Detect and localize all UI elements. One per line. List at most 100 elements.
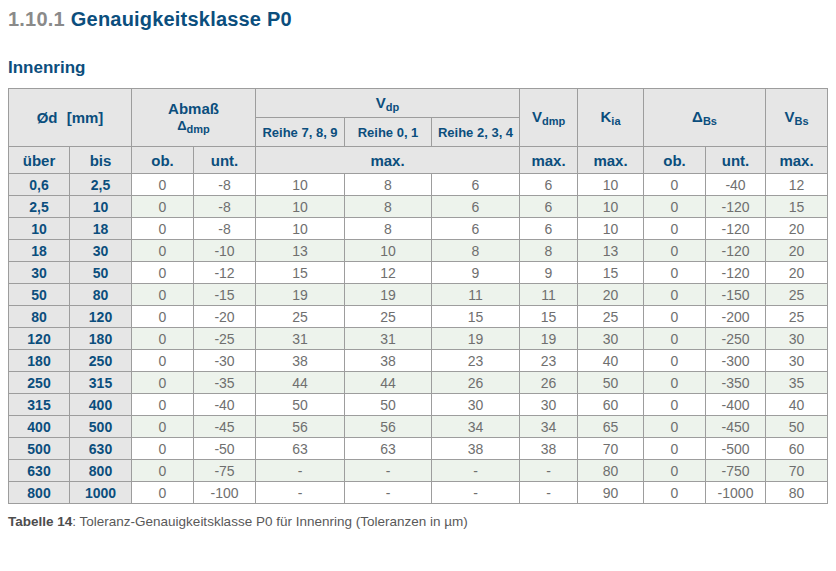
value-cell: 56 xyxy=(345,416,432,438)
subheader-max-vbs: max. xyxy=(766,147,828,174)
dimension-cell: 0,6 xyxy=(8,174,70,196)
value-cell: 0 xyxy=(132,438,194,460)
value-cell: 15 xyxy=(256,262,345,284)
value-cell: 50 xyxy=(766,416,828,438)
value-cell: 13 xyxy=(578,240,644,262)
value-cell: 30 xyxy=(766,350,828,372)
dimension-cell: 180 xyxy=(8,350,70,372)
value-cell: 19 xyxy=(432,328,520,350)
table-row: 3154000-4050503030600-40040 xyxy=(8,394,828,416)
value-cell: 0 xyxy=(132,196,194,218)
table-row: 1201800-2531311919300-25030 xyxy=(8,328,828,350)
value-cell: 25 xyxy=(766,284,828,306)
header-subhead-row: über bis ob. unt. max. max. max. ob. unt… xyxy=(8,147,828,174)
value-cell: -12 xyxy=(194,262,256,284)
value-cell: 38 xyxy=(432,438,520,460)
value-cell: 0 xyxy=(644,218,706,240)
subheader-unt-abmass: unt. xyxy=(194,147,256,174)
dimension-cell: 120 xyxy=(8,328,70,350)
value-cell: -20 xyxy=(194,306,256,328)
value-cell: 0 xyxy=(644,196,706,218)
value-cell: 10 xyxy=(256,196,345,218)
value-cell: 50 xyxy=(578,372,644,394)
dimension-cell: 18 xyxy=(8,240,70,262)
value-cell: 34 xyxy=(520,416,578,438)
value-cell: -400 xyxy=(706,394,766,416)
value-cell: 15 xyxy=(578,262,644,284)
value-cell: 0 xyxy=(644,372,706,394)
value-cell: 65 xyxy=(578,416,644,438)
value-cell: 31 xyxy=(256,328,345,350)
dimension-cell: 80 xyxy=(70,284,132,306)
value-cell: -450 xyxy=(706,416,766,438)
value-cell: 8 xyxy=(345,196,432,218)
value-cell: - xyxy=(520,460,578,482)
subheader-max-vdp: max. xyxy=(256,147,520,174)
value-cell: 6 xyxy=(432,174,520,196)
value-cell: 0 xyxy=(132,328,194,350)
value-cell: -1000 xyxy=(706,482,766,504)
value-cell: 38 xyxy=(345,350,432,372)
value-cell: 6 xyxy=(520,174,578,196)
value-cell: -45 xyxy=(194,416,256,438)
value-cell: 20 xyxy=(766,262,828,284)
value-cell: 60 xyxy=(766,438,828,460)
value-cell: 0 xyxy=(644,438,706,460)
col-header-reihe01: Reihe 0, 1 xyxy=(345,118,432,147)
value-cell: 11 xyxy=(432,284,520,306)
dimension-cell: 630 xyxy=(70,438,132,460)
table-row: 2503150-3544442626500-35035 xyxy=(8,372,828,394)
subheader-ob-dbs: ob. xyxy=(644,147,706,174)
table-row: 5006300-5063633838700-50060 xyxy=(8,438,828,460)
caption-label: Tabelle 14 xyxy=(8,514,72,529)
value-cell: 0 xyxy=(132,306,194,328)
value-cell: 13 xyxy=(256,240,345,262)
value-cell: -75 xyxy=(194,460,256,482)
caption-text: : Toleranz-Genauigkeitsklasse P0 für Inn… xyxy=(72,514,467,529)
dimension-cell: 50 xyxy=(8,284,70,306)
table-row: 80010000-100----900-100080 xyxy=(8,482,828,504)
dimension-cell: 18 xyxy=(70,218,132,240)
value-cell: 0 xyxy=(132,350,194,372)
value-cell: 56 xyxy=(256,416,345,438)
value-cell: 10 xyxy=(345,240,432,262)
table-row: 1802500-3038382323400-30030 xyxy=(8,350,828,372)
section-title: Genauigkeitsklasse P0 xyxy=(71,8,292,30)
value-cell: 0 xyxy=(132,174,194,196)
value-cell: -40 xyxy=(706,174,766,196)
value-cell: 70 xyxy=(578,438,644,460)
table-body: 0,62,50-810866100-40122,5100-810866100-1… xyxy=(8,174,828,504)
value-cell: 35 xyxy=(766,372,828,394)
table-row: 4005000-4556563434650-45050 xyxy=(8,416,828,438)
value-cell: 19 xyxy=(256,284,345,306)
table-caption: Tabelle 14: Toleranz-Genauigkeitsklasse … xyxy=(8,514,828,529)
value-cell: 70 xyxy=(766,460,828,482)
table-row: 50800-1519191111200-15025 xyxy=(8,284,828,306)
value-cell: 80 xyxy=(766,482,828,504)
value-cell: 10 xyxy=(578,218,644,240)
value-cell: 0 xyxy=(644,284,706,306)
value-cell: 0 xyxy=(132,482,194,504)
value-cell: 26 xyxy=(432,372,520,394)
value-cell: 0 xyxy=(644,416,706,438)
dimension-cell: 630 xyxy=(8,460,70,482)
value-cell: 12 xyxy=(345,262,432,284)
abmass-symbol: Δdmp xyxy=(132,118,255,135)
value-cell: 20 xyxy=(578,284,644,306)
value-cell: 0 xyxy=(644,262,706,284)
value-cell: 25 xyxy=(578,306,644,328)
value-cell: -35 xyxy=(194,372,256,394)
col-header-dbs: ΔBs xyxy=(644,88,766,147)
value-cell: 0 xyxy=(132,240,194,262)
value-cell: 6 xyxy=(432,218,520,240)
value-cell: 20 xyxy=(766,240,828,262)
value-cell: 0 xyxy=(644,174,706,196)
dimension-cell: 250 xyxy=(8,372,70,394)
value-cell: -8 xyxy=(194,174,256,196)
page-title: 1.10.1Genauigkeitsklasse P0 xyxy=(8,8,828,31)
value-cell: - xyxy=(432,460,520,482)
value-cell: - xyxy=(345,460,432,482)
table-row: 10180-810866100-12020 xyxy=(8,218,828,240)
value-cell: -250 xyxy=(706,328,766,350)
value-cell: 40 xyxy=(578,350,644,372)
